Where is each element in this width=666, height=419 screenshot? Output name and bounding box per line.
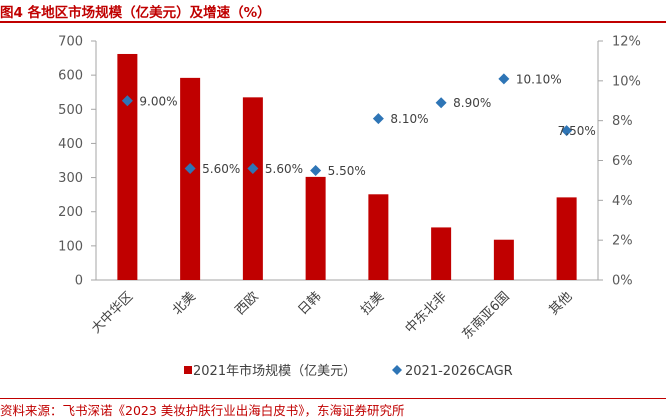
cagr-point [435,97,447,109]
cagr-data-label: 9.00% [139,94,177,108]
legend-bar-swatch [184,366,192,374]
cagr-data-label: 10.10% [516,72,562,86]
category-label: 其他 [546,289,575,318]
legend: 2021年市场规模（亿美元） 2021-2026CAGR [184,363,513,379]
left-tick-label: 700 [58,35,83,50]
bar [180,77,201,280]
left-axis: 0 100 200 300 400 500 600 700 [58,35,598,289]
category-label: 东南亚6国 [459,289,513,343]
right-tick-label: 2% [612,234,633,249]
bar [493,239,514,280]
cagr-series: 9.00% 5.60% 5.60% 5.50% 8.10% 8.90% 10.10% 7.50… [121,72,596,178]
cagr-point [372,113,384,125]
right-tick-label: 4% [612,194,633,209]
left-tick-label: 100 [58,239,83,254]
category-label: 北美 [170,289,199,318]
bar [117,53,138,280]
cagr-data-label: 5.60% [265,162,303,176]
left-tick-label: 500 [58,103,83,118]
left-tick-label: 200 [58,205,83,220]
cagr-data-label: 8.90% [453,96,491,110]
category-label: 日韩 [295,289,324,318]
cagr-point [247,162,259,174]
left-tick-label: 300 [58,171,83,186]
cagr-point [498,73,510,85]
bar-series [117,53,577,280]
source-rule [0,398,666,399]
bar [242,97,263,280]
cagr-point [561,125,573,137]
right-tick-label: 8% [612,114,633,129]
category-label: 西欧 [233,289,262,318]
legend-cagr-swatch [392,365,402,375]
source-note: 资料来源：飞书深诺《2023 美妆护肤行业出海白皮书》，东海证券研究所 [0,403,405,418]
bar [305,176,326,280]
right-tick-label: 6% [612,154,633,169]
legend-cagr-label: 2021-2026CAGR [405,364,513,379]
bar [556,197,577,280]
left-tick-label: 400 [58,137,83,152]
category-label: 拉美 [358,289,387,318]
bar [368,194,389,280]
right-tick-label: 0% [612,274,633,289]
category-label: 大中华区 [89,289,136,336]
bar [431,227,452,280]
right-tick-label: 10% [612,74,641,89]
category-label: 中东北非 [403,289,450,336]
figure-title: 图4 各地区市场规模（亿美元）及增速（%） [0,5,271,21]
right-tick-label: 12% [612,35,641,50]
cagr-point [184,162,196,174]
cagr-data-label: 5.50% [328,164,366,178]
cagr-data-label: 5.60% [202,162,240,176]
title-rule [0,21,666,23]
cagr-point [121,95,133,107]
cagr-data-label: 8.10% [390,112,428,126]
left-tick-label: 0 [75,274,83,289]
cagr-point [310,164,322,176]
legend-bar-label: 2021年市场规模（亿美元） [193,363,356,379]
category-labels: 大中华区 北美 西欧 日韩 拉美 中东北非 东南亚6国 其他 [89,289,576,343]
cagr-data-label: 7.50% [558,124,596,138]
left-tick-label: 600 [58,69,83,84]
right-axis: 0% 2% 4% 6% 8% 10% 12% [597,35,641,289]
